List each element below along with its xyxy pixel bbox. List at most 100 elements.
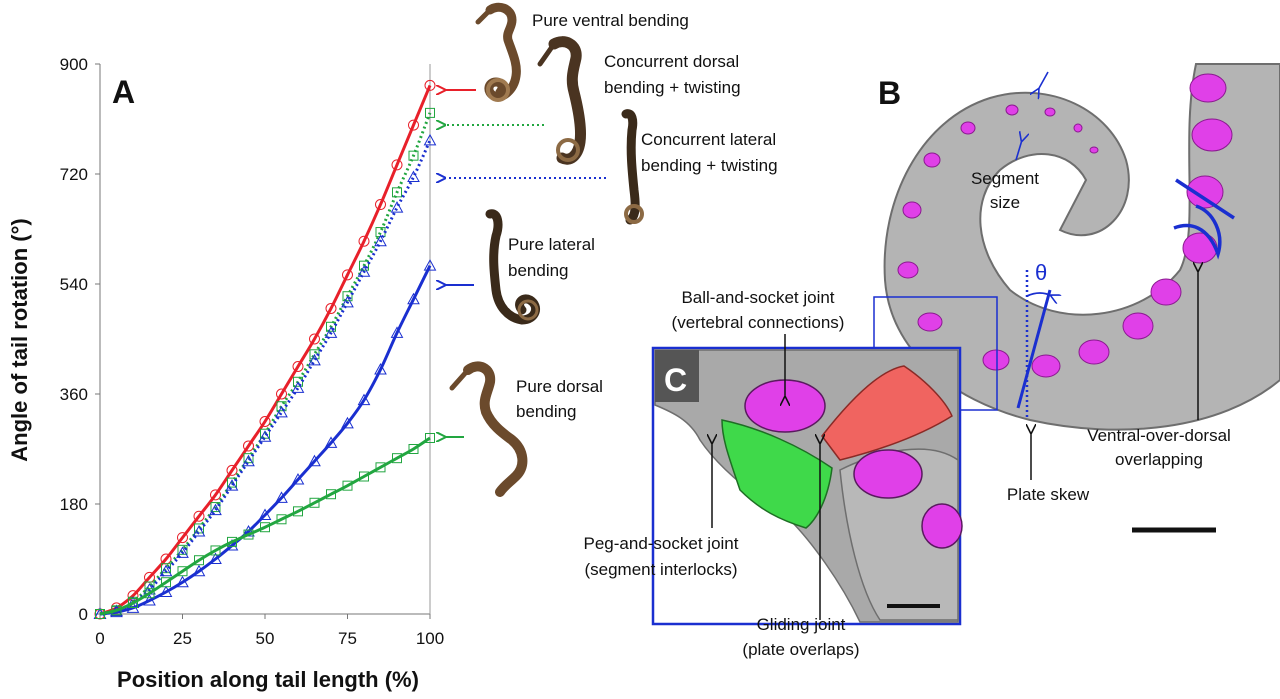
data-point-lateral [341,416,354,429]
data-point-ventral [342,269,353,281]
data-point-lateral_twist [423,133,437,146]
data-point-ventral [276,388,287,400]
plate-skew-solid-line [1016,289,1052,409]
data-point-dorsal_twist [293,376,303,387]
x-tick-label: 25 [173,629,192,648]
data-point-lateral_twist [324,326,338,338]
series-line-ventral [99,84,432,616]
data-point-ventral [408,119,419,131]
annotation-dorsal-twist: Concurrent dorsal bending + twisting [604,52,741,97]
data-point-lateral [374,363,387,375]
data-point-lateral_twist [341,295,354,308]
data-point-ventral [243,440,254,452]
series-group [93,79,437,620]
series-ventral [94,79,436,620]
data-point-lateral_twist [159,564,173,577]
data-point-dorsal [293,506,303,517]
data-point-lateral_twist [225,479,239,491]
y-tick-label: 540 [60,275,88,294]
theta-label: θ [1035,260,1047,285]
annotation-ventral: Pure ventral bending [532,11,689,30]
y-axis-label: Angle of tail rotation (°) [7,218,32,461]
magenta-segments [897,73,1233,378]
y-tick-label: 0 [79,605,88,624]
data-point-dorsal_twist [425,107,435,118]
data-point-dorsal [309,497,320,508]
data-point-dorsal [425,433,435,443]
annotation-lateral-twist: Concurrent lateral bending + twisting [641,130,778,175]
peg-socket-green-plate [721,419,833,529]
data-point-ventral [226,464,238,476]
y-tick-label: 720 [60,165,88,184]
data-point-dorsal [342,480,353,491]
data-point-ventral [309,333,320,345]
data-point-dorsal_twist [392,187,402,198]
data-point-dorsal [227,536,237,547]
data-point-dorsal [375,462,386,473]
x-axis-label: Position along tail length (%) [117,667,419,692]
ball-socket-label: Ball-and-socket joint (vertebral connecti… [672,288,845,332]
data-point-lateral [407,292,420,305]
data-point-dorsal [128,598,138,608]
tail-coil-shape [883,63,1280,431]
data-point-dorsal [210,545,221,556]
seahorse-ventral-image [475,2,521,102]
data-point-dorsal [408,444,419,454]
ventral-over-dorsal-label: Ventral-over-dorsal overlapping [1087,426,1231,469]
data-point-lateral_twist [374,234,387,247]
data-point-dorsal [276,514,287,525]
data-point-dorsal_twist [359,260,369,271]
data-point-dorsal [144,588,155,599]
panel-c-label-bg [655,350,699,402]
data-point-ventral [375,199,386,211]
seahorse-dorsal-image [449,361,528,497]
data-point-lateral [357,393,371,406]
data-point-lateral [275,491,288,503]
data-point-lateral [258,508,272,520]
theta-angle-arc [1026,292,1052,296]
data-point-dorsal_twist [177,544,188,555]
x-tick-group: 0 25 50 75 100 [95,614,444,648]
series-line-lateral [99,265,432,616]
y-tick-label: 360 [60,385,88,404]
annotation-dorsal: Pure dorsal bending [516,377,603,421]
data-point-dorsal_twist [408,150,419,161]
series-line-dorsal [99,436,431,616]
plate-skew-label: Plate skew [1007,485,1090,504]
data-point-ventral [259,416,271,427]
data-point-lateral_twist [258,430,272,442]
data-point-ventral [292,361,304,372]
data-point-dorsal_twist [227,477,237,488]
seahorse-lateral-twist-image [621,109,644,225]
data-point-dorsal [177,566,188,577]
data-point-lateral [390,326,404,338]
data-point-dorsal [326,489,336,500]
panel-c-joint-image [651,346,963,626]
series-line-lateral_twist [99,139,432,616]
data-point-ventral [391,159,403,171]
gliding-label: Gliding joint (plate overlaps) [742,615,859,659]
data-point-lateral_twist [407,170,420,183]
annotation-lateral: Pure lateral bending [508,235,595,280]
x-tick-label: 100 [416,629,444,648]
data-point-lateral_twist [291,381,305,393]
panel-b-tail-image [873,63,1280,431]
data-point-ventral [358,235,370,247]
gliding-red-plate [821,365,953,461]
data-point-dorsal [392,453,402,464]
data-point-ventral [193,510,205,522]
y-tick-group: 0 180 360 540 720 900 [60,55,100,624]
data-point-ventral [424,79,436,91]
ventral-over-dorsal-marking [1173,178,1235,260]
tail-rotation-chart: 0 180 360 540 720 900 0 25 50 75 100 A Position a… [7,55,444,692]
series-dorsal [95,433,435,619]
panel-label-a: A [112,74,135,110]
data-point-lateral_twist [308,353,321,366]
data-point-dorsal [243,529,254,540]
seahorse-dorsal-twist-image [537,36,586,165]
data-point-lateral [308,454,321,467]
data-point-lateral_twist [357,265,371,277]
y-tick-label: 180 [60,495,88,514]
data-point-lateral_twist [390,201,404,213]
